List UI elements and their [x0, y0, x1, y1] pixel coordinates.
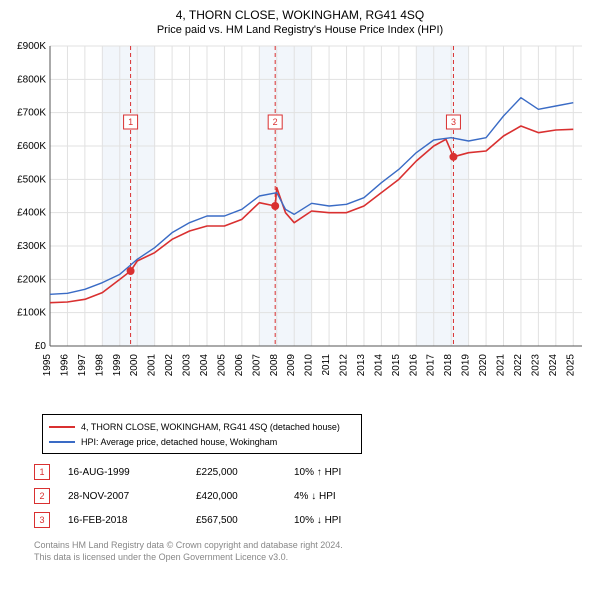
sale-marker-price: £225,000 — [196, 467, 276, 478]
svg-text:£200K: £200K — [17, 274, 46, 285]
svg-text:£800K: £800K — [17, 74, 46, 85]
svg-text:1: 1 — [128, 117, 133, 127]
svg-text:2021: 2021 — [496, 354, 507, 377]
sale-marker-diff: 10% ↑ HPI — [294, 467, 384, 478]
svg-text:2023: 2023 — [530, 354, 541, 377]
sale-marker-row: 3 16-FEB-2018 £567,500 10% ↓ HPI — [34, 508, 474, 532]
chart-svg: £0 £100K £200K £300K £400K £500K £600K £700K £80… — [12, 42, 588, 402]
legend-swatch — [49, 441, 75, 443]
sale-marker-diff: 4% ↓ HPI — [294, 491, 384, 502]
sale-marker-number: 3 — [34, 512, 50, 528]
svg-text:2016: 2016 — [408, 354, 419, 377]
svg-text:2011: 2011 — [321, 354, 332, 376]
svg-text:2017: 2017 — [426, 354, 437, 377]
svg-text:2013: 2013 — [356, 354, 367, 377]
svg-text:2008: 2008 — [269, 354, 280, 377]
sale-marker-date: 28-NOV-2007 — [68, 491, 178, 502]
sale-marker-date: 16-FEB-2018 — [68, 515, 178, 526]
svg-text:2003: 2003 — [182, 354, 193, 377]
sale-marker-number: 2 — [34, 488, 50, 504]
svg-text:2015: 2015 — [391, 354, 402, 377]
sale-markers-table: 1 16-AUG-1999 £225,000 10% ↑ HPI 2 28-NOV-200… — [34, 460, 474, 532]
svg-text:£500K: £500K — [17, 174, 46, 185]
svg-text:2: 2 — [273, 117, 278, 127]
svg-text:£0: £0 — [35, 341, 47, 352]
page-title: 4, THORN CLOSE, WOKINGHAM, RG41 4SQ — [10, 8, 590, 22]
svg-text:1997: 1997 — [77, 354, 88, 377]
svg-text:1995: 1995 — [42, 354, 53, 377]
attribution: Contains HM Land Registry data © Crown c… — [34, 540, 554, 563]
svg-text:1996: 1996 — [59, 354, 70, 377]
sale-marker-number: 1 — [34, 464, 50, 480]
attribution-line1: Contains HM Land Registry data © Crown c… — [34, 540, 343, 550]
svg-text:2024: 2024 — [548, 354, 559, 377]
legend-item: 4, THORN CLOSE, WOKINGHAM, RG41 4SQ (det… — [49, 419, 355, 434]
sale-marker-row: 2 28-NOV-2007 £420,000 4% ↓ HPI — [34, 484, 474, 508]
legend-item: HPI: Average price, detached house, Woki… — [49, 434, 355, 449]
svg-text:2009: 2009 — [286, 354, 297, 377]
svg-text:£900K: £900K — [17, 42, 46, 52]
svg-text:2012: 2012 — [339, 354, 350, 377]
svg-text:2002: 2002 — [164, 354, 175, 377]
sale-marker-price: £567,500 — [196, 515, 276, 526]
page-subtitle: Price paid vs. HM Land Registry's House … — [10, 24, 590, 36]
svg-text:2005: 2005 — [216, 354, 227, 377]
sale-marker-price: £420,000 — [196, 491, 276, 502]
svg-text:£600K: £600K — [17, 141, 46, 152]
page: 4, THORN CLOSE, WOKINGHAM, RG41 4SQ Pric… — [0, 0, 600, 590]
svg-text:2019: 2019 — [461, 354, 472, 377]
svg-text:2006: 2006 — [234, 354, 245, 377]
legend-label: HPI: Average price, detached house, Woki… — [81, 437, 277, 447]
svg-text:2007: 2007 — [251, 354, 262, 377]
svg-text:£300K: £300K — [17, 241, 46, 252]
svg-text:1999: 1999 — [112, 354, 123, 377]
attribution-line2: This data is licensed under the Open Gov… — [34, 552, 288, 562]
svg-text:2014: 2014 — [373, 354, 384, 377]
svg-text:£400K: £400K — [17, 208, 46, 219]
svg-text:2004: 2004 — [199, 354, 210, 377]
svg-text:2010: 2010 — [304, 354, 315, 377]
sale-marker-diff: 10% ↓ HPI — [294, 515, 384, 526]
legend-swatch — [49, 426, 75, 428]
svg-text:3: 3 — [451, 117, 456, 127]
legend: 4, THORN CLOSE, WOKINGHAM, RG41 4SQ (det… — [42, 414, 362, 454]
svg-text:2025: 2025 — [565, 354, 576, 377]
price-chart: £0 £100K £200K £300K £400K £500K £600K £700K £80… — [12, 42, 588, 402]
svg-text:2018: 2018 — [443, 354, 454, 377]
svg-text:2020: 2020 — [478, 354, 489, 377]
sale-marker-row: 1 16-AUG-1999 £225,000 10% ↑ HPI — [34, 460, 474, 484]
legend-label: 4, THORN CLOSE, WOKINGHAM, RG41 4SQ (det… — [81, 422, 340, 432]
svg-text:2001: 2001 — [147, 354, 158, 377]
svg-text:£700K: £700K — [17, 108, 46, 119]
svg-text:£100K: £100K — [17, 308, 46, 319]
sale-marker-date: 16-AUG-1999 — [68, 467, 178, 478]
svg-text:2000: 2000 — [129, 354, 140, 377]
svg-text:1998: 1998 — [94, 354, 105, 377]
svg-text:2022: 2022 — [513, 354, 524, 377]
